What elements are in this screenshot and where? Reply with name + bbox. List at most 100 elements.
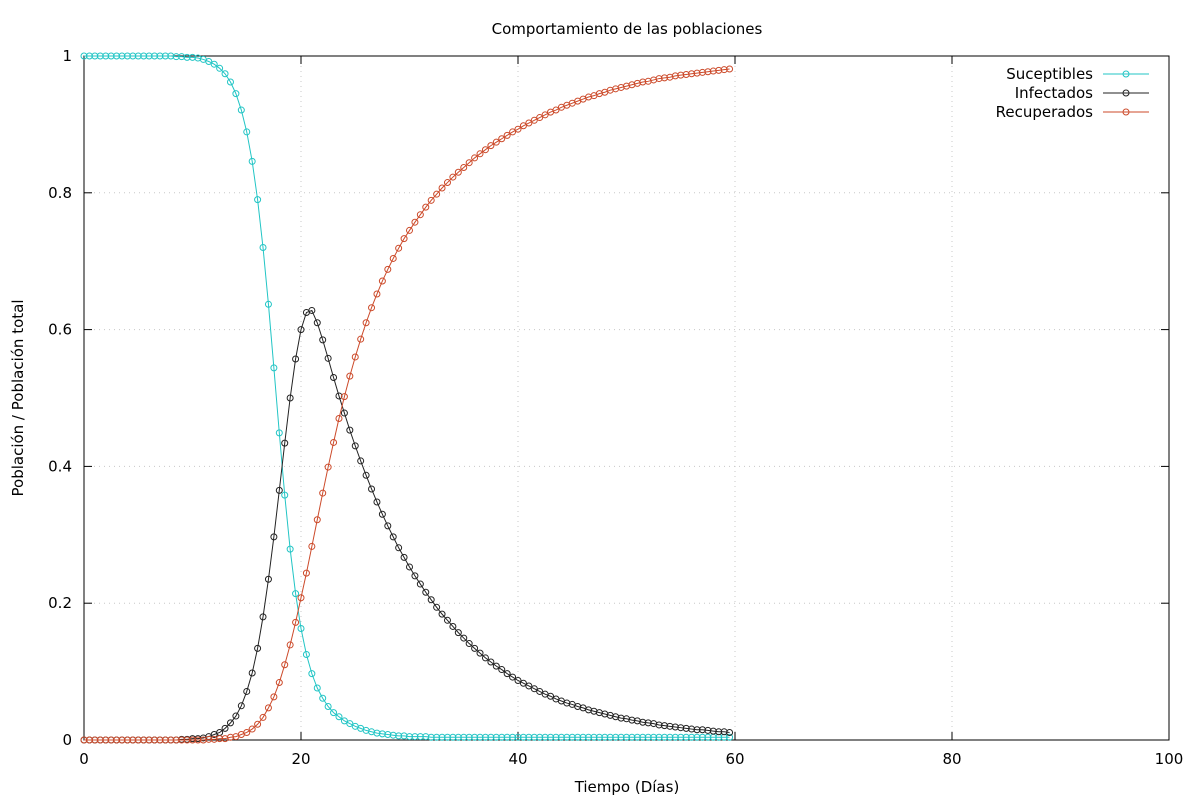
- data-point: [378, 730, 386, 738]
- data-point: [270, 364, 278, 372]
- data-point: [720, 66, 728, 74]
- data-point: [308, 306, 316, 314]
- data-point: [102, 52, 110, 60]
- data-point: [633, 733, 641, 741]
- data-point: [259, 613, 267, 621]
- data-point: [677, 71, 685, 79]
- x-tick-label: 100: [1155, 750, 1184, 768]
- data-point: [270, 533, 278, 541]
- data-point: [427, 196, 435, 204]
- data-point: [308, 670, 316, 678]
- data-point: [438, 610, 446, 618]
- data-point: [362, 471, 370, 479]
- data-point: [281, 439, 289, 447]
- data-point: [226, 719, 234, 727]
- data-point: [476, 649, 484, 657]
- data-point: [639, 718, 647, 726]
- data-point: [519, 733, 527, 741]
- data-point: [330, 438, 338, 446]
- data-point: [492, 662, 500, 670]
- data-point: [351, 442, 359, 450]
- x-tick-label: 80: [942, 750, 961, 768]
- data-point: [498, 733, 506, 741]
- data-point: [254, 720, 262, 728]
- data-point: [644, 719, 652, 727]
- data-point: [449, 173, 457, 181]
- data-point: [129, 736, 137, 744]
- data-point: [481, 654, 489, 662]
- data-point: [704, 733, 712, 741]
- data-point: [704, 726, 712, 734]
- data-point: [102, 736, 110, 744]
- data-point: [395, 544, 403, 552]
- data-point: [509, 128, 517, 136]
- data-point: [357, 335, 365, 343]
- series-line: [84, 55, 730, 738]
- data-point: [330, 373, 338, 381]
- data-point: [118, 736, 126, 744]
- data-point: [259, 244, 267, 252]
- data-point: [709, 727, 717, 735]
- data-point: [416, 211, 424, 219]
- data-point: [384, 731, 392, 739]
- data-point: [503, 733, 511, 741]
- data-point: [547, 692, 555, 700]
- data-point: [156, 736, 164, 744]
- data-point: [612, 733, 620, 741]
- data-point: [302, 651, 310, 658]
- data-point: [123, 52, 131, 60]
- data-point: [454, 168, 462, 176]
- data-point: [324, 354, 332, 362]
- data-point: [443, 179, 451, 187]
- data-point: [292, 355, 300, 363]
- x-tick-label: 20: [291, 750, 310, 768]
- data-point: [205, 735, 213, 743]
- data-point: [324, 702, 332, 710]
- data-point: [411, 218, 419, 226]
- data-point: [210, 735, 218, 743]
- data-point: [346, 426, 354, 434]
- data-point: [362, 319, 370, 327]
- data-point: [313, 684, 321, 692]
- data-point: [145, 736, 153, 744]
- data-point: [509, 733, 517, 741]
- data-point: [335, 713, 343, 721]
- data-point: [438, 184, 446, 192]
- data-point: [726, 728, 734, 736]
- data-point: [492, 733, 500, 741]
- data-point: [590, 733, 598, 741]
- data-point: [319, 336, 327, 344]
- data-point: [275, 486, 283, 494]
- data-point: [113, 52, 121, 60]
- data-point: [194, 736, 202, 744]
- data-point: [530, 685, 538, 693]
- data-point: [536, 733, 544, 741]
- data-point: [682, 70, 690, 78]
- data-point: [427, 596, 435, 604]
- data-point: [259, 713, 267, 721]
- data-point: [471, 644, 479, 652]
- data-point: [357, 457, 365, 465]
- y-tick-label: 1: [62, 47, 72, 65]
- data-point: [660, 733, 668, 741]
- data-point: [199, 736, 207, 744]
- data-point: [389, 254, 397, 262]
- data-point: [541, 733, 549, 741]
- data-point: [85, 52, 93, 60]
- data-point: [340, 409, 348, 417]
- data-point: [715, 733, 723, 741]
- data-point: [715, 728, 723, 736]
- legend-label: Recuperados: [996, 103, 1094, 121]
- data-point: [264, 704, 272, 712]
- data-point: [80, 52, 88, 60]
- data-point: [574, 733, 582, 741]
- data-point: [129, 52, 137, 60]
- data-point: [297, 625, 305, 633]
- data-point: [487, 142, 495, 150]
- data-point: [330, 709, 338, 717]
- data-point: [677, 724, 685, 732]
- data-point: [96, 52, 104, 60]
- data-point: [140, 736, 148, 744]
- data-point: [595, 733, 603, 741]
